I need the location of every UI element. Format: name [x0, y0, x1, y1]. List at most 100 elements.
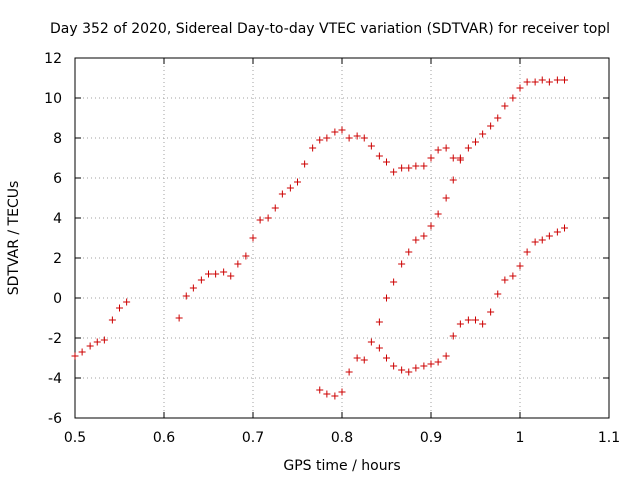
data-point — [264, 214, 272, 222]
data-point — [553, 228, 561, 236]
data-point — [405, 368, 413, 376]
data-point — [390, 168, 398, 176]
data-point — [516, 262, 524, 270]
x-tick-label: 1 — [516, 430, 525, 446]
data-point — [501, 102, 509, 110]
data-point — [93, 338, 101, 346]
y-tick-label: 6 — [53, 171, 62, 187]
axis-ticks — [74, 57, 610, 419]
data-point — [383, 354, 390, 362]
data-point — [420, 232, 428, 240]
data-point — [427, 154, 435, 162]
y-tick-label: 4 — [53, 211, 62, 227]
data-point — [398, 164, 406, 172]
data-point — [427, 222, 435, 230]
data-point — [509, 272, 517, 280]
data-point — [494, 290, 502, 298]
x-tick-label: 0.8 — [331, 430, 353, 446]
x-tick-label: 0.7 — [242, 430, 264, 446]
data-point — [367, 338, 375, 346]
data-point — [405, 248, 413, 256]
x-tick-label: 0.9 — [420, 430, 442, 446]
data-point — [286, 184, 294, 192]
data-point — [523, 248, 531, 256]
data-point — [100, 336, 108, 344]
data-points — [71, 76, 568, 400]
data-point — [449, 154, 457, 162]
data-point — [331, 392, 339, 400]
data-point — [249, 234, 257, 242]
data-point — [561, 224, 568, 232]
data-point — [367, 142, 375, 150]
data-point — [331, 128, 339, 136]
data-point — [323, 390, 331, 398]
y-tick-label: 8 — [53, 131, 62, 147]
data-point — [398, 366, 406, 374]
data-point — [479, 130, 487, 138]
y-tick-label: -2 — [48, 331, 62, 347]
data-point — [420, 362, 428, 370]
data-point — [197, 276, 205, 284]
x-tick-label: 1.1 — [598, 430, 620, 446]
data-point — [338, 388, 346, 396]
data-point — [390, 278, 398, 286]
data-point — [412, 364, 420, 372]
data-point — [353, 132, 361, 140]
data-point — [383, 158, 390, 166]
data-point — [456, 320, 464, 328]
data-point — [516, 84, 524, 92]
chart-title: Day 352 of 2020, Sidereal Day-to-day VTE… — [50, 21, 610, 37]
data-point — [479, 320, 487, 328]
data-point — [464, 144, 472, 152]
data-point — [242, 252, 250, 260]
data-point — [360, 134, 368, 142]
data-point — [472, 138, 479, 146]
data-point — [420, 162, 428, 170]
data-point — [449, 176, 457, 184]
data-point — [323, 134, 331, 142]
data-point — [108, 316, 116, 324]
data-point — [316, 136, 324, 144]
data-point — [398, 260, 406, 268]
data-point — [390, 362, 398, 370]
data-point — [234, 260, 242, 268]
data-point — [442, 194, 450, 202]
data-point — [545, 232, 553, 240]
data-point — [531, 238, 539, 246]
data-point — [294, 178, 301, 186]
data-point — [345, 134, 353, 142]
x-tick-label: 0.6 — [153, 430, 175, 446]
data-point — [205, 270, 212, 278]
data-point — [501, 276, 509, 284]
data-point — [427, 360, 435, 368]
data-point — [456, 154, 464, 162]
data-point — [464, 316, 472, 324]
data-point — [316, 386, 324, 394]
data-point — [553, 76, 561, 84]
data-point — [212, 270, 220, 278]
data-point — [375, 344, 383, 352]
data-point — [412, 162, 420, 170]
data-point — [442, 352, 450, 360]
data-point — [383, 294, 390, 302]
data-point — [487, 308, 495, 316]
data-point — [412, 236, 420, 244]
data-point — [353, 354, 361, 362]
y-tick-label: 2 — [53, 251, 62, 267]
data-point — [434, 146, 442, 154]
data-point — [271, 204, 279, 212]
data-point — [487, 122, 495, 130]
data-point — [442, 144, 450, 152]
data-point — [434, 358, 442, 366]
data-point — [360, 356, 368, 364]
data-point — [509, 94, 517, 102]
data-point — [301, 160, 309, 168]
data-point — [345, 368, 353, 376]
data-point — [123, 298, 131, 306]
data-point — [531, 78, 539, 86]
data-point — [182, 292, 190, 300]
data-point — [71, 352, 79, 360]
x-axis-label: GPS time / hours — [283, 458, 400, 474]
y-tick-label: -6 — [48, 411, 62, 427]
